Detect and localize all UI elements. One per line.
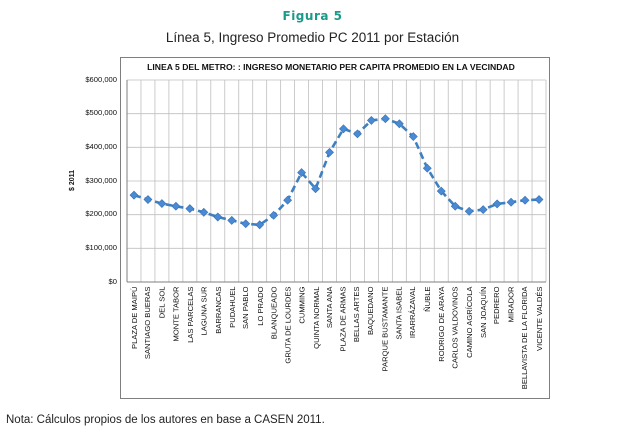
figure-label: Figura 5	[282, 9, 343, 23]
x-tick-label-28: BELLAVISTA DE LA FLORIDA	[520, 286, 530, 389]
data-point-16	[353, 129, 362, 139]
data-point-26	[492, 199, 502, 209]
x-tick-label-12: CUMMING	[297, 286, 307, 324]
data-point-7	[227, 215, 237, 225]
y-tick-label-0: $0	[108, 276, 117, 286]
data-point-0	[129, 190, 139, 200]
y-tick-label-1: $100,000	[85, 242, 117, 252]
y-tick-label-2: $200,000	[85, 209, 117, 219]
x-tick-label-1: SANTIAGO BUERAS	[143, 286, 153, 359]
data-point-15	[339, 124, 348, 134]
x-tick-label-2: DEL SOL	[157, 286, 167, 318]
data-point-13	[311, 184, 320, 194]
data-point-3	[171, 201, 181, 211]
x-tick-label-23: CARLOS VALDOVINOS	[450, 286, 460, 369]
x-tick-label-5: LAGUNA SUR	[199, 286, 209, 335]
x-tick-label-8: SAN PABLO	[240, 286, 250, 329]
x-tick-label-13: QUINTA NORMAL	[311, 286, 321, 349]
x-tick-label-22: RODRIGO DE ARAYA	[437, 286, 446, 362]
data-point-6	[213, 212, 223, 222]
x-tick-label-15: PLAZA DE ARMAS	[338, 286, 348, 351]
x-tick-label-26: PEDRERO	[492, 286, 502, 324]
data-point-1	[143, 195, 153, 204]
x-tick-label-18: PARQUE BUSTAMANTE	[380, 286, 390, 371]
x-tick-label-3: MONTE TABOR	[171, 286, 181, 341]
data-point-27	[506, 197, 516, 207]
y-tick-label-3: $300,000	[85, 175, 117, 185]
x-tick-label-21: ÑUBLE	[423, 286, 433, 312]
y-tick-label-4: $400,000	[85, 141, 117, 151]
x-tick-label-16: BELLAS ARTES	[352, 286, 362, 342]
data-point-18	[380, 114, 390, 124]
data-point-5	[199, 207, 209, 217]
data-point-10	[269, 210, 279, 220]
figure-title: Línea 5, Ingreso Promedio PC 2011 por Es…	[165, 30, 460, 45]
x-tick-label-17: BAQUEDANO	[366, 286, 376, 335]
x-tick-label-25: SAN JOAQUÍN	[479, 286, 489, 338]
data-point-11	[283, 195, 293, 205]
data-point-2	[157, 199, 167, 208]
x-tick-label-4: LAS PARCELAS	[185, 286, 195, 343]
line-chart: LINEA 5 DEL METRO: : INGRESO MONETARIO P…	[126, 62, 547, 283]
x-tick-label-0: PLAZA DE MAIPÚ	[129, 286, 139, 349]
data-point-17	[366, 115, 376, 125]
data-point-20	[408, 132, 418, 141]
x-tick-label-27: MIRADOR	[506, 286, 516, 322]
data-point-8	[241, 219, 251, 229]
y-tick-label-6: $600,000	[85, 74, 117, 84]
x-tick-label-6: BARRANCAS	[213, 286, 223, 334]
y-axis-title: $ 2011	[68, 169, 76, 191]
x-tick-label-14: SANTA ANA	[324, 286, 334, 328]
data-point-29	[534, 195, 544, 204]
data-point-9	[255, 220, 265, 230]
x-tick-label-11: GRUTA DE LOURDES	[283, 286, 293, 364]
data-point-25	[478, 205, 488, 215]
data-point-22	[436, 186, 446, 196]
x-tick-label-7: PUDAHUEL	[227, 286, 237, 328]
data-point-21	[422, 163, 432, 173]
chart-container: LINEA 5 DEL METRO: : INGRESO MONETARIO P…	[120, 57, 550, 399]
data-point-12	[297, 168, 307, 178]
x-tick-label-19: SANTA ISABEL	[394, 286, 404, 340]
data-point-14	[325, 147, 334, 157]
x-tick-label-9: LO PRADO	[255, 286, 265, 326]
data-point-24	[464, 206, 474, 216]
x-tick-label-24: CAMINO AGRÍCOLA	[464, 286, 474, 358]
data-point-23	[450, 201, 460, 211]
figure-note: Nota: Cálculos propios de los autores en…	[6, 414, 325, 426]
x-tick-label-29: VICENTE VALDÉS	[534, 286, 544, 351]
data-point-19	[394, 119, 404, 129]
chart-title: LINEA 5 DEL METRO: : INGRESO MONETARIO P…	[147, 62, 515, 72]
y-tick-label-5: $500,000	[85, 108, 117, 118]
x-tick-label-10: BLANQUEADO	[268, 286, 278, 339]
data-point-4	[185, 204, 195, 214]
data-point-28	[520, 195, 530, 205]
x-tick-label-20: IRARRÁZAVAL	[408, 286, 418, 338]
